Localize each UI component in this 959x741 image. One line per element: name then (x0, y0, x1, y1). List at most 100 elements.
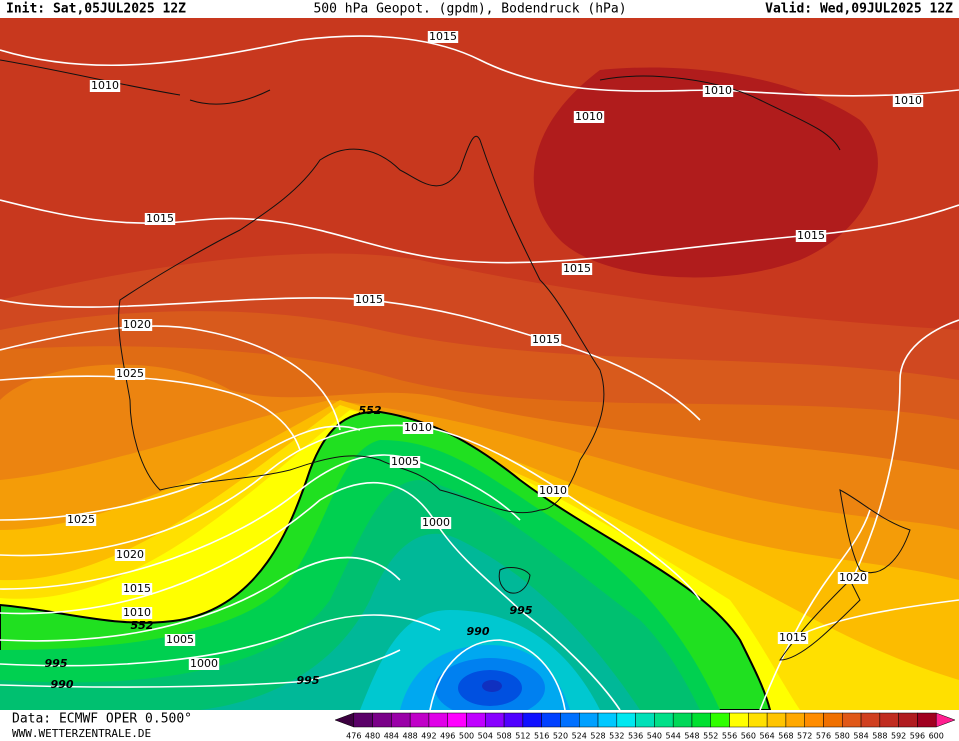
colorbar-cell (879, 712, 899, 728)
contour-label: 552 (359, 404, 382, 417)
colorbar-cell (842, 712, 862, 728)
label-box (537, 485, 569, 497)
colorbar-cell (766, 712, 787, 728)
contour-label: 1020 (839, 571, 867, 584)
colorbar-tick-label: 572 (797, 732, 812, 741)
colorbar-tick-label: 484 (384, 732, 399, 741)
colorbar-cell (898, 712, 918, 728)
colorbar-tick-label: 476 (346, 732, 361, 741)
colorbar-tick-label: 524 (572, 732, 587, 741)
header-bar (0, 0, 959, 18)
colorbar-tick-label: 512 (515, 732, 530, 741)
contour-label: 1010 (123, 606, 151, 619)
init-time: Init: Sat,05JUL2025 12Z (6, 2, 186, 17)
contour-label: 1010 (404, 421, 432, 434)
map (0, 18, 959, 710)
colorbar-tick-label: 560 (741, 732, 756, 741)
contour-label: 1010 (575, 110, 603, 123)
label-box (389, 456, 421, 468)
colorbar-tick-label: 536 (628, 732, 643, 741)
label-box (188, 658, 220, 670)
colorbar-tick-label: 552 (703, 732, 718, 741)
label-box (561, 263, 593, 275)
colorbar-cell (860, 712, 881, 728)
colorbar-tick-label: 548 (684, 732, 699, 741)
label-box (164, 634, 196, 646)
label-box (114, 549, 146, 561)
colorbar-cell (616, 712, 636, 728)
colorbar-cell (804, 712, 824, 728)
label-box (892, 95, 924, 107)
label-box (427, 31, 459, 43)
contour-label: 1015 (123, 582, 151, 595)
colorbar-cell (785, 712, 805, 728)
colorbar-tick-label: 564 (759, 732, 774, 741)
colorbar-tick-label: 556 (722, 732, 737, 741)
label-box (114, 368, 146, 380)
colorbar-cell (823, 712, 843, 728)
label-box (702, 85, 734, 97)
label-box (573, 111, 605, 123)
colorbar-tick-label: 504 (478, 732, 493, 741)
colorbar-tick-label: 532 (609, 732, 624, 741)
colorbar-cell (560, 712, 580, 728)
contour-label: 1010 (539, 484, 567, 497)
colorbar-tick-label: 592 (891, 732, 906, 741)
colorbar-tick-label: 540 (647, 732, 662, 741)
label-box (121, 319, 153, 331)
colorbar-arrow (935, 712, 956, 728)
colorbar-cell (748, 712, 768, 728)
colorbar-cell (541, 712, 561, 728)
colorbar-cell (428, 712, 448, 728)
colorbar-cell (503, 712, 524, 728)
label-box (65, 514, 97, 526)
valid-time: Valid: Wed,09JUL2025 12Z (765, 2, 953, 17)
label-box (121, 583, 153, 595)
contour-label: 1015 (146, 212, 174, 225)
contour-label: 1020 (116, 548, 144, 561)
contour-label: 1015 (429, 30, 457, 43)
label-box (837, 572, 869, 584)
colorbar-cell (466, 712, 486, 728)
contour-label: 1000 (422, 516, 450, 529)
colorbar-tick-label: 600 (929, 732, 944, 741)
colorbar-cell (391, 712, 411, 728)
colorbar-cell (353, 712, 373, 728)
colorbar-cell (578, 712, 599, 728)
contour-label: 1020 (123, 318, 151, 331)
label-box (353, 294, 385, 306)
contour-label: 1005 (391, 455, 419, 468)
contour-label: 990 (467, 625, 490, 638)
contour-label: 1025 (67, 513, 95, 526)
colorbar-tick-label: 568 (778, 732, 793, 741)
contour-label: 1000 (190, 657, 218, 670)
colorbar-tick-label: 496 (440, 732, 455, 741)
colorbar-cell (710, 712, 730, 728)
contour-label: 1015 (563, 262, 591, 275)
colorbar-tick-label: 492 (421, 732, 436, 741)
website: WWW.WETTERZENTRALE.DE (12, 727, 151, 740)
contour-label: 1025 (116, 367, 144, 380)
colorbar-cell (447, 712, 467, 728)
colorbar-tick-label: 508 (496, 732, 511, 741)
contour-label: 995 (297, 674, 320, 687)
colorbar-tick-label: 488 (403, 732, 418, 741)
colorbar-tick-label: 580 (835, 732, 850, 741)
colorbar-cell (485, 712, 505, 728)
label-box (89, 80, 121, 92)
contour-label: 995 (510, 604, 533, 617)
colorbar-cell (372, 712, 392, 728)
contour-labels: 1015 1010 1010 1010 1010 1015 1015 1015 1015 1020… (45, 30, 924, 691)
label-box (795, 230, 827, 242)
colorbar: 476 480 484 488 492 496 500 504 508 512 516 520 524 5… (334, 712, 956, 741)
colorbar-cell (597, 712, 618, 728)
colorbar-tick-label: 576 (816, 732, 831, 741)
colorbar-cell (522, 712, 542, 728)
colorbar-tick-label: 516 (534, 732, 549, 741)
colorbar-cell (409, 712, 430, 728)
colorbar-tick-label: 544 (666, 732, 681, 741)
colorbar-cell (691, 712, 712, 728)
colorbar-tick-label: 528 (590, 732, 605, 741)
label-box (144, 213, 176, 225)
